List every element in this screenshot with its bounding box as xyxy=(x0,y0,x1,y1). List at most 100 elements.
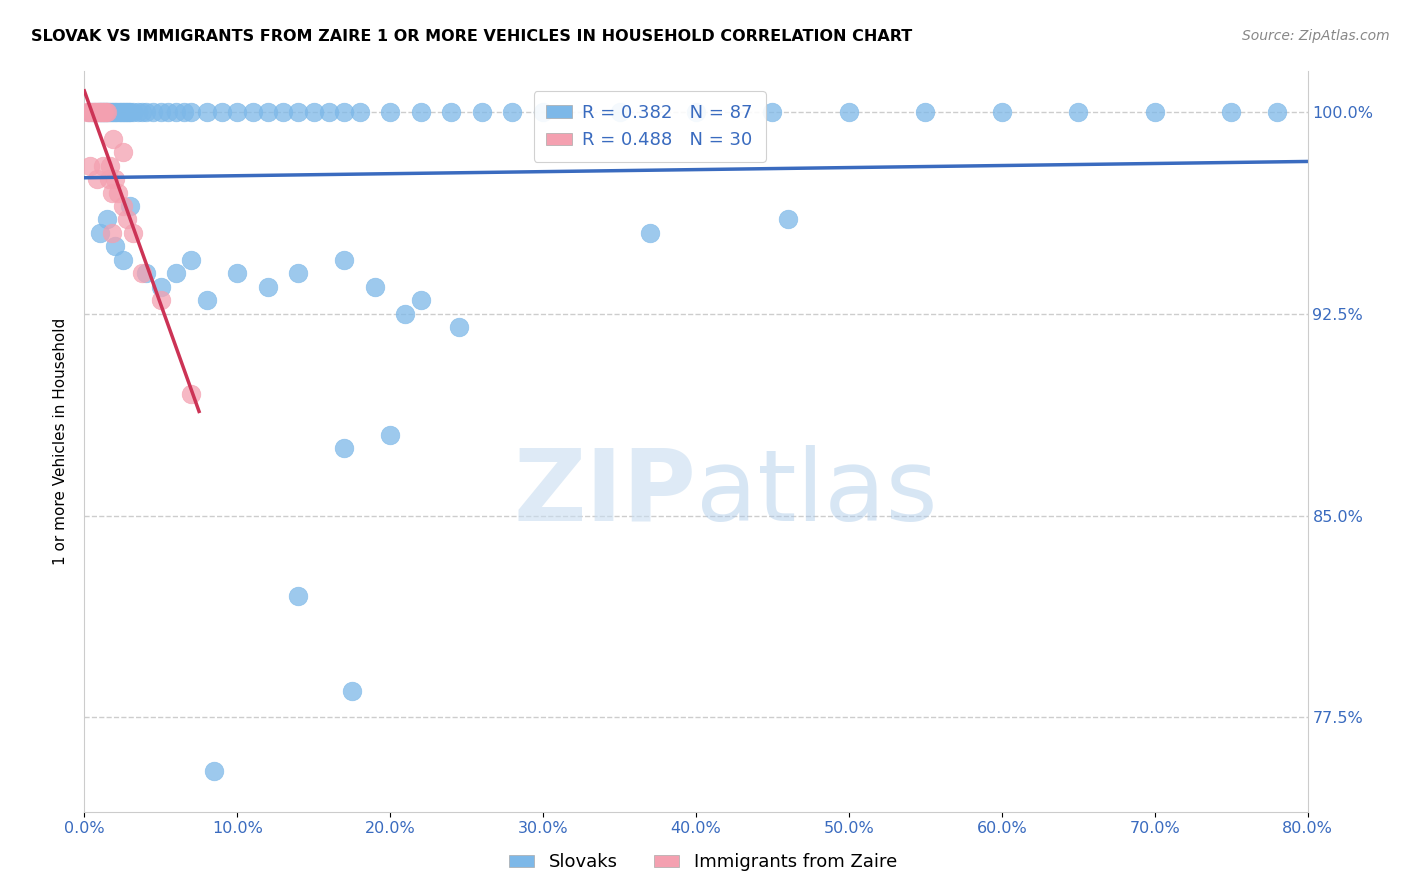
Text: Source: ZipAtlas.com: Source: ZipAtlas.com xyxy=(1241,29,1389,44)
Point xyxy=(211,104,233,119)
Point xyxy=(149,279,172,293)
Point xyxy=(202,764,225,779)
Point xyxy=(409,104,432,119)
Point xyxy=(107,186,129,200)
Point xyxy=(97,104,120,119)
Point xyxy=(93,104,115,119)
Point xyxy=(761,104,783,119)
Point xyxy=(287,590,309,604)
Point xyxy=(302,104,325,119)
Point xyxy=(157,104,180,119)
Point xyxy=(165,266,187,280)
Point xyxy=(257,279,280,293)
Point xyxy=(104,172,127,186)
Point xyxy=(318,104,340,119)
Point xyxy=(1143,104,1166,119)
Point xyxy=(94,104,117,119)
Point xyxy=(104,104,127,119)
Point xyxy=(107,104,129,119)
Point xyxy=(149,293,172,308)
Point xyxy=(77,104,100,119)
Point xyxy=(287,104,309,119)
Point xyxy=(87,104,110,119)
Point xyxy=(84,104,107,119)
Point xyxy=(122,104,145,119)
Point xyxy=(609,104,631,119)
Point xyxy=(110,104,132,119)
Point xyxy=(96,104,118,119)
Point xyxy=(115,212,138,227)
Point xyxy=(149,104,172,119)
Point xyxy=(90,104,112,119)
Point xyxy=(364,279,387,293)
Point xyxy=(87,104,110,119)
Point xyxy=(101,186,124,200)
Point xyxy=(180,104,202,119)
Point xyxy=(380,427,402,442)
Point xyxy=(122,226,145,240)
Point xyxy=(440,104,463,119)
Point xyxy=(105,104,128,119)
Point xyxy=(165,104,187,119)
Point xyxy=(118,104,141,119)
Point xyxy=(91,159,114,173)
Point xyxy=(96,104,118,119)
Point xyxy=(333,104,356,119)
Point xyxy=(142,104,165,119)
Point xyxy=(1220,104,1243,119)
Point xyxy=(776,212,799,227)
Point xyxy=(83,104,105,119)
Point xyxy=(991,104,1014,119)
Point xyxy=(120,199,142,213)
Legend: Slovaks, Immigrants from Zaire: Slovaks, Immigrants from Zaire xyxy=(502,847,904,879)
Point xyxy=(98,159,121,173)
Point xyxy=(180,387,202,401)
Point xyxy=(104,239,127,253)
Text: atlas: atlas xyxy=(696,445,938,541)
Point xyxy=(1265,104,1288,119)
Point xyxy=(394,307,416,321)
Point xyxy=(111,145,134,160)
Point xyxy=(91,104,114,119)
Point xyxy=(271,104,294,119)
Text: ZIP: ZIP xyxy=(513,445,696,541)
Point xyxy=(89,226,111,240)
Point xyxy=(127,104,149,119)
Point xyxy=(638,226,661,240)
Point xyxy=(180,252,202,267)
Point xyxy=(98,104,121,119)
Point xyxy=(409,293,432,308)
Point xyxy=(333,442,356,456)
Point xyxy=(103,131,125,145)
Point xyxy=(226,104,249,119)
Point xyxy=(1067,104,1090,119)
Point xyxy=(111,252,134,267)
Point xyxy=(76,104,98,119)
Point xyxy=(502,104,524,119)
Point xyxy=(114,104,136,119)
Point xyxy=(173,104,195,119)
Point xyxy=(340,683,363,698)
Point xyxy=(135,266,157,280)
Point xyxy=(120,104,142,119)
Y-axis label: 1 or more Vehicles in Household: 1 or more Vehicles in Household xyxy=(53,318,69,566)
Point xyxy=(91,104,114,119)
Point xyxy=(195,104,218,119)
Point xyxy=(77,104,100,119)
Point xyxy=(84,104,107,119)
Point xyxy=(80,104,103,119)
Point xyxy=(86,104,108,119)
Point xyxy=(96,212,118,227)
Point xyxy=(349,104,371,119)
Point xyxy=(135,104,157,119)
Point xyxy=(914,104,936,119)
Point xyxy=(333,252,356,267)
Point xyxy=(101,226,124,240)
Point xyxy=(131,266,153,280)
Legend: R = 0.382   N = 87, R = 0.488   N = 30: R = 0.382 N = 87, R = 0.488 N = 30 xyxy=(534,92,766,161)
Text: SLOVAK VS IMMIGRANTS FROM ZAIRE 1 OR MORE VEHICLES IN HOUSEHOLD CORRELATION CHAR: SLOVAK VS IMMIGRANTS FROM ZAIRE 1 OR MOR… xyxy=(31,29,912,45)
Point xyxy=(79,159,101,173)
Point xyxy=(80,104,103,119)
Point xyxy=(471,104,494,119)
Point xyxy=(112,104,135,119)
